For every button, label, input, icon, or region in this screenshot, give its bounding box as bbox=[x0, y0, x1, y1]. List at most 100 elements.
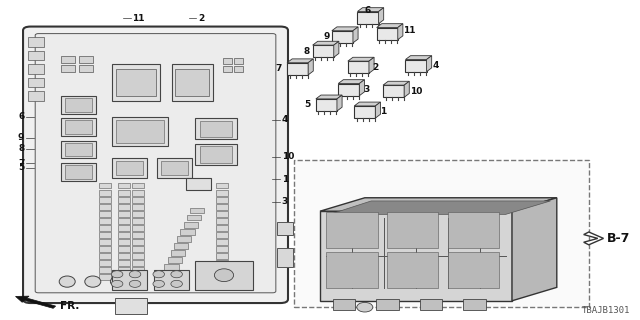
Bar bbox=[184, 222, 198, 228]
Bar bbox=[99, 253, 111, 259]
Text: 8: 8 bbox=[303, 47, 310, 56]
Text: 7: 7 bbox=[275, 64, 282, 73]
Bar bbox=[99, 225, 111, 231]
Bar bbox=[326, 252, 378, 288]
Bar bbox=[195, 261, 253, 290]
Text: FR.: FR. bbox=[60, 300, 79, 311]
Text: B-7: B-7 bbox=[607, 232, 630, 245]
Bar bbox=[312, 45, 334, 57]
Bar bbox=[28, 91, 44, 101]
Bar bbox=[79, 56, 93, 63]
Bar bbox=[132, 232, 144, 238]
Bar bbox=[132, 253, 144, 259]
Polygon shape bbox=[376, 24, 403, 28]
Bar bbox=[316, 99, 337, 111]
Polygon shape bbox=[312, 41, 339, 45]
Ellipse shape bbox=[129, 280, 141, 287]
Text: 6: 6 bbox=[18, 112, 24, 121]
Bar bbox=[116, 161, 143, 175]
Polygon shape bbox=[316, 95, 342, 99]
Bar bbox=[112, 270, 147, 290]
Polygon shape bbox=[348, 57, 374, 61]
Bar bbox=[172, 64, 213, 101]
Ellipse shape bbox=[153, 271, 164, 278]
Polygon shape bbox=[383, 81, 410, 85]
Bar bbox=[223, 66, 232, 72]
Bar bbox=[216, 267, 228, 273]
Bar bbox=[277, 222, 293, 235]
Text: 11: 11 bbox=[403, 26, 416, 35]
Bar bbox=[61, 141, 96, 158]
Bar bbox=[118, 211, 130, 217]
Bar bbox=[332, 31, 353, 43]
Bar bbox=[112, 64, 160, 101]
Polygon shape bbox=[369, 57, 374, 73]
Bar bbox=[132, 204, 144, 210]
Bar bbox=[216, 218, 228, 224]
Bar bbox=[348, 61, 369, 73]
Ellipse shape bbox=[357, 302, 373, 312]
Bar bbox=[287, 63, 308, 75]
Bar bbox=[154, 270, 189, 290]
Bar bbox=[112, 117, 168, 146]
Text: 4: 4 bbox=[282, 116, 288, 124]
Polygon shape bbox=[584, 232, 604, 245]
Bar bbox=[216, 183, 228, 188]
Bar bbox=[132, 211, 144, 217]
Ellipse shape bbox=[214, 269, 234, 282]
Bar bbox=[234, 66, 243, 72]
Bar bbox=[277, 248, 293, 267]
Polygon shape bbox=[427, 56, 432, 72]
Bar bbox=[118, 232, 130, 238]
Polygon shape bbox=[334, 41, 339, 57]
Bar bbox=[195, 144, 237, 165]
Bar bbox=[463, 299, 486, 310]
Polygon shape bbox=[332, 27, 358, 31]
Bar bbox=[28, 37, 44, 47]
Bar bbox=[99, 239, 111, 245]
Bar bbox=[406, 60, 427, 72]
Bar bbox=[177, 236, 191, 242]
Text: 9: 9 bbox=[18, 133, 24, 142]
Bar bbox=[132, 267, 144, 273]
Bar bbox=[118, 190, 130, 196]
Bar bbox=[216, 211, 228, 217]
Bar bbox=[61, 65, 75, 72]
Bar bbox=[112, 158, 147, 178]
Polygon shape bbox=[360, 80, 365, 96]
Polygon shape bbox=[357, 8, 383, 12]
Bar bbox=[118, 260, 130, 266]
Bar bbox=[420, 299, 442, 310]
Bar bbox=[99, 204, 111, 210]
Bar bbox=[61, 118, 96, 136]
Bar bbox=[118, 239, 130, 245]
Bar bbox=[216, 246, 228, 252]
Polygon shape bbox=[398, 24, 403, 40]
Bar bbox=[132, 197, 144, 203]
Bar bbox=[116, 69, 156, 96]
Bar bbox=[28, 78, 44, 87]
Text: 5: 5 bbox=[304, 100, 310, 109]
Polygon shape bbox=[330, 201, 550, 214]
Bar bbox=[376, 28, 398, 40]
Bar bbox=[171, 250, 185, 256]
Bar bbox=[180, 229, 195, 235]
Bar bbox=[174, 243, 188, 249]
Ellipse shape bbox=[84, 276, 101, 287]
Bar bbox=[175, 69, 209, 96]
Bar bbox=[216, 260, 228, 266]
Bar bbox=[448, 252, 499, 288]
Ellipse shape bbox=[129, 271, 141, 278]
Text: 2: 2 bbox=[198, 14, 205, 23]
Bar bbox=[99, 197, 111, 203]
Text: 10: 10 bbox=[282, 152, 294, 161]
Polygon shape bbox=[375, 102, 380, 118]
FancyBboxPatch shape bbox=[35, 34, 276, 293]
Bar bbox=[387, 252, 438, 288]
Text: 10: 10 bbox=[410, 87, 422, 96]
Bar bbox=[99, 267, 111, 273]
Bar bbox=[132, 218, 144, 224]
Ellipse shape bbox=[171, 280, 182, 287]
Bar bbox=[161, 271, 175, 277]
Bar bbox=[118, 183, 130, 188]
